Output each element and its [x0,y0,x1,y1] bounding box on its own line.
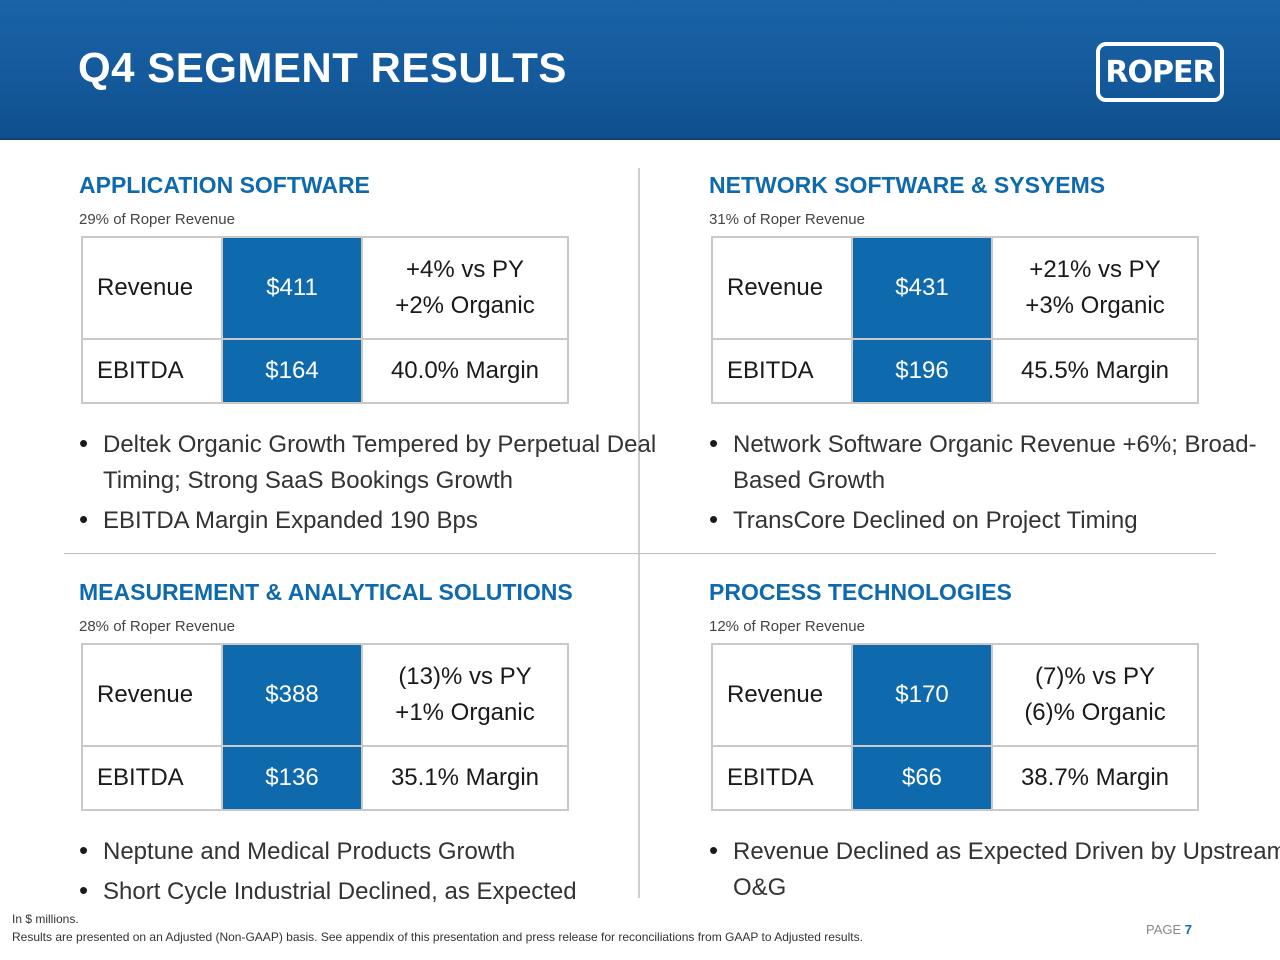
footnote-units: In $ millions. [12,912,79,926]
revenue-label: Revenue [81,643,223,747]
ebitda-value: $136 [221,745,363,811]
revenue-row: Revenue $170 (7)% vs PY (6)% Organic [711,643,1199,747]
revenue-vs-py: (13)% vs PY [398,663,532,690]
revenue-vs-py: +21% vs PY [1029,256,1161,283]
ebitda-margin: 45.5% Margin [991,338,1199,404]
footnote-gaap: Results are presented on an Adjusted (No… [12,930,863,944]
revenue-label: Revenue [711,236,853,340]
horizontal-divider [64,553,1216,554]
metrics-table: Revenue $411 +4% vs PY +2% Organic EBITD… [81,236,569,404]
metrics-table: Revenue $388 (13)% vs PY +1% Organic EBI… [81,643,569,811]
ebitda-row: EBITDA $196 45.5% Margin [711,338,1199,404]
segment-subtitle: 12% of Roper Revenue [709,618,865,635]
segment-subtitle: 31% of Roper Revenue [709,211,865,228]
bullet-item: Revenue Declined as Expected Driven by U… [709,832,1280,906]
segment-process-technologies: PROCESS TECHNOLOGIES 12% of Roper Revenu… [709,579,1280,901]
revenue-value: $388 [221,643,363,747]
revenue-note: +21% vs PY +3% Organic [991,236,1199,340]
bullet-item: Network Software Organic Revenue +6%; Br… [709,425,1280,499]
ebitda-row: EBITDA $136 35.1% Margin [81,745,569,811]
bullet-item: Deltek Organic Growth Tempered by Perpet… [79,425,659,499]
ebitda-value: $66 [851,745,993,811]
metrics-table: Revenue $431 +21% vs PY +3% Organic EBIT… [711,236,1199,404]
ebitda-margin: 38.7% Margin [991,745,1199,811]
bullet-item: Short Cycle Industrial Declined, as Expe… [79,872,659,910]
revenue-value: $431 [851,236,993,340]
segment-network-software: NETWORK SOFTWARE & SYSYEMS 31% of Roper … [709,172,1269,537]
bullet-list: Deltek Organic Growth Tempered by Perpet… [79,425,659,543]
revenue-label: Revenue [711,643,853,747]
revenue-row: Revenue $388 (13)% vs PY +1% Organic [81,643,569,747]
segment-title: NETWORK SOFTWARE & SYSYEMS [709,172,1106,198]
ebitda-label: EBITDA [711,338,853,404]
page-title: Q4 SEGMENT RESULTS [78,44,567,91]
segment-measurement-analytical: MEASUREMENT & ANALYTICAL SOLUTIONS 28% o… [79,579,639,908]
revenue-value: $411 [221,236,363,340]
revenue-row: Revenue $411 +4% vs PY +2% Organic [81,236,569,340]
revenue-vs-py: (7)% vs PY [1034,663,1156,690]
revenue-note: +4% vs PY +2% Organic [361,236,569,340]
revenue-vs-py: +4% vs PY [405,256,525,283]
bullet-item: Neptune and Medical Products Growth [79,832,659,870]
revenue-organic: +3% Organic [1025,292,1165,319]
ebitda-value: $196 [851,338,993,404]
ebitda-label: EBITDA [81,745,223,811]
revenue-organic: +1% Organic [395,699,535,726]
revenue-organic: (6)% Organic [1024,699,1166,726]
metrics-table: Revenue $170 (7)% vs PY (6)% Organic EBI… [711,643,1199,811]
revenue-organic: +2% Organic [395,292,535,319]
segment-subtitle: 29% of Roper Revenue [79,211,235,228]
page-number-value: 7 [1184,922,1193,937]
revenue-note: (7)% vs PY (6)% Organic [991,643,1199,747]
roper-logo: ROPER [1096,42,1224,102]
ebitda-row: EBITDA $66 38.7% Margin [711,745,1199,811]
revenue-note: (13)% vs PY +1% Organic [361,643,569,747]
bullet-list: Network Software Organic Revenue +6%; Br… [709,425,1280,543]
ebitda-label: EBITDA [711,745,853,811]
revenue-row: Revenue $431 +21% vs PY +3% Organic [711,236,1199,340]
ebitda-label: EBITDA [81,338,223,404]
bullet-item: EBITDA Margin Expanded 190 Bps [79,501,659,539]
ebitda-margin: 35.1% Margin [361,745,569,811]
ebitda-value: $164 [221,338,363,404]
revenue-value: $170 [851,643,993,747]
bullet-item: TransCore Declined on Project Timing [709,501,1280,539]
ebitda-margin: 40.0% Margin [361,338,569,404]
revenue-label: Revenue [81,236,223,340]
segment-title: APPLICATION SOFTWARE [79,172,370,198]
page-label: PAGE [1146,922,1182,937]
page-number: PAGE 7 [1146,922,1192,937]
segment-application-software: APPLICATION SOFTWARE 29% of Roper Revenu… [79,172,656,537]
segment-title: MEASUREMENT & ANALYTICAL SOLUTIONS [79,579,573,605]
header-banner: Q4 SEGMENT RESULTS ROPER [0,0,1280,140]
segment-title: PROCESS TECHNOLOGIES [709,579,1012,605]
bullet-list: Revenue Declined as Expected Driven by U… [709,832,1280,910]
ebitda-row: EBITDA $164 40.0% Margin [81,338,569,404]
logo-text: ROPER [1105,54,1215,90]
bullet-list: Neptune and Medical Products Growth Shor… [79,832,659,914]
segment-subtitle: 28% of Roper Revenue [79,618,235,635]
